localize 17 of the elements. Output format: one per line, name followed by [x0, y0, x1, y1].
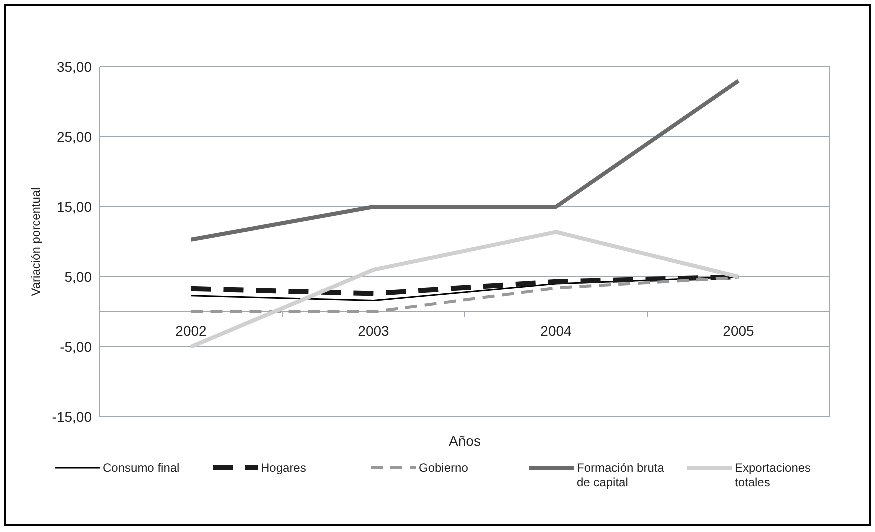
- legend-label: Consumo final: [103, 461, 180, 476]
- x-tick-label: 2005: [723, 323, 755, 339]
- legend-label: Formación bruta de capital: [577, 461, 665, 490]
- y-axis-title: Variación porcentual: [29, 188, 43, 296]
- legend-label: Gobierno: [419, 461, 469, 476]
- x-axis-title: Años: [449, 433, 481, 449]
- y-tick-label: 15,00: [56, 198, 92, 215]
- y-tick-label: 35,00: [56, 58, 92, 75]
- x-tick-label: 2004: [540, 323, 572, 339]
- y-tick-label: -15,00: [52, 408, 92, 425]
- y-tick-label: -5,00: [60, 338, 92, 355]
- legend-label: Hogares: [261, 461, 306, 476]
- x-tick-label: 2003: [358, 323, 390, 339]
- legend-label: Exportaciones totales: [735, 461, 812, 490]
- y-tick-label: 5,00: [64, 268, 92, 285]
- x-tick-label: 2002: [176, 323, 208, 339]
- y-tick-label: 25,00: [56, 128, 92, 145]
